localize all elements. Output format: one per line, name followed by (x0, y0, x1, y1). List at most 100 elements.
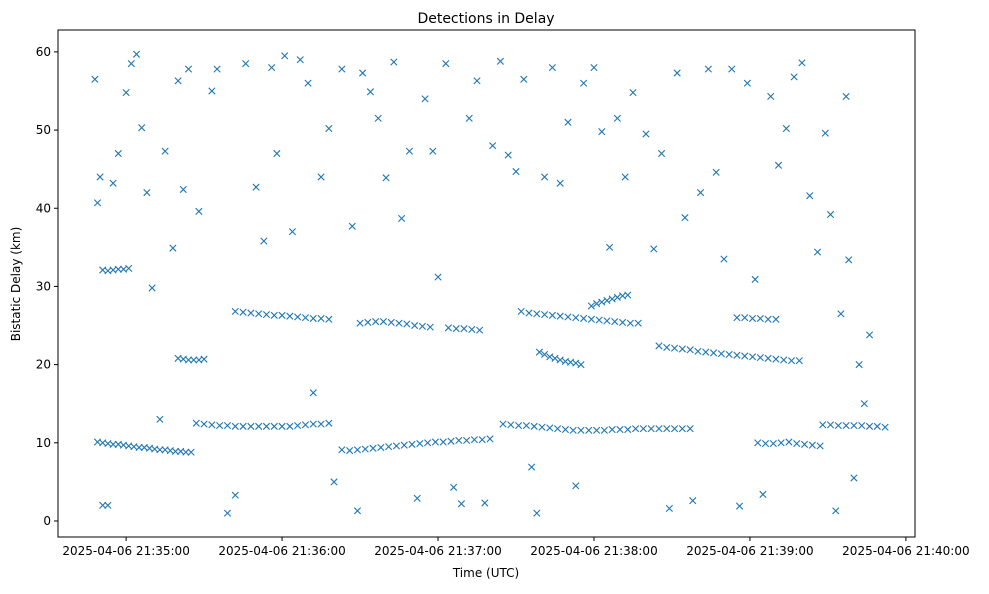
y-tick-label: 20 (36, 358, 51, 372)
data-point (787, 357, 796, 365)
data-point (533, 310, 541, 318)
data-point (452, 325, 460, 333)
data-point (626, 319, 634, 327)
data-point (595, 316, 603, 324)
data-point (663, 343, 671, 352)
data-point (512, 167, 520, 176)
data-point (262, 422, 271, 430)
x-tick-label: 2025-04-06 21:40:00 (842, 544, 969, 558)
data-point (647, 425, 655, 433)
data-point (657, 149, 666, 158)
data-point (421, 95, 429, 103)
data-point (613, 114, 621, 122)
data-point (821, 129, 829, 137)
data-point (655, 425, 663, 433)
data-point (247, 309, 255, 317)
data-point (520, 75, 528, 83)
data-point (748, 314, 757, 323)
data-point (348, 222, 356, 230)
data-point (767, 92, 775, 101)
y-tick-label: 40 (36, 201, 51, 215)
data-point (613, 293, 621, 301)
data-point (855, 361, 863, 369)
data-point (642, 130, 650, 138)
data-point (231, 491, 239, 499)
data-point (785, 438, 793, 446)
data-point (655, 342, 663, 350)
data-point (424, 439, 432, 447)
data-point (223, 509, 232, 517)
data-point (541, 350, 549, 359)
data-point (392, 442, 401, 450)
data-point (361, 445, 369, 453)
data-point (294, 422, 302, 430)
data-point (631, 425, 640, 433)
data-point (850, 422, 858, 430)
data-point (577, 426, 585, 434)
data-point (270, 311, 278, 319)
data-point (114, 149, 122, 158)
data-point (143, 189, 151, 197)
data-point (434, 273, 442, 281)
data-point (608, 295, 616, 303)
data-point (554, 425, 562, 433)
data-point (624, 425, 632, 434)
data-point (239, 308, 247, 316)
data-point (585, 426, 593, 434)
data-point (541, 310, 549, 319)
data-point (262, 310, 271, 319)
chart-title: Detections in Delay (417, 11, 554, 27)
data-point (447, 437, 455, 445)
data-point (99, 501, 107, 509)
data-point (278, 311, 286, 319)
data-point (525, 309, 533, 317)
data-point (751, 275, 759, 283)
y-tick-label: 10 (36, 436, 51, 450)
data-point (346, 447, 354, 455)
data-point (125, 264, 133, 273)
data-points (91, 50, 889, 517)
data-point (190, 356, 198, 364)
data-point (616, 425, 624, 434)
data-point (161, 147, 169, 155)
data-point (579, 314, 588, 323)
data-point (704, 65, 712, 73)
data-point (764, 315, 772, 323)
data-point (372, 318, 380, 326)
data-point (286, 312, 294, 320)
data-point (624, 291, 632, 299)
data-point (837, 310, 845, 318)
data-point (546, 353, 554, 361)
data-point (816, 442, 824, 450)
data-point (431, 438, 440, 446)
y-tick-label: 0 (43, 514, 51, 528)
data-point (247, 422, 255, 430)
data-point (728, 65, 736, 73)
data-point (356, 319, 364, 327)
data-point (442, 60, 450, 68)
data-point (634, 319, 642, 327)
data-point (260, 237, 268, 245)
data-point (416, 439, 424, 448)
data-point (603, 296, 611, 305)
data-point (665, 504, 673, 513)
data-point (569, 426, 577, 434)
data-point (733, 314, 741, 322)
data-point (286, 422, 294, 430)
data-point (842, 92, 850, 101)
data-point (132, 50, 141, 58)
data-point (457, 500, 466, 508)
data-point (184, 356, 193, 364)
data-point (390, 58, 398, 66)
data-point (499, 420, 507, 428)
data-point (605, 243, 614, 251)
data-point (486, 435, 494, 443)
data-point (564, 118, 572, 126)
data-point (678, 345, 686, 353)
data-point (858, 422, 866, 430)
data-point (832, 507, 840, 515)
data-point (587, 302, 595, 310)
data-point (223, 422, 232, 430)
